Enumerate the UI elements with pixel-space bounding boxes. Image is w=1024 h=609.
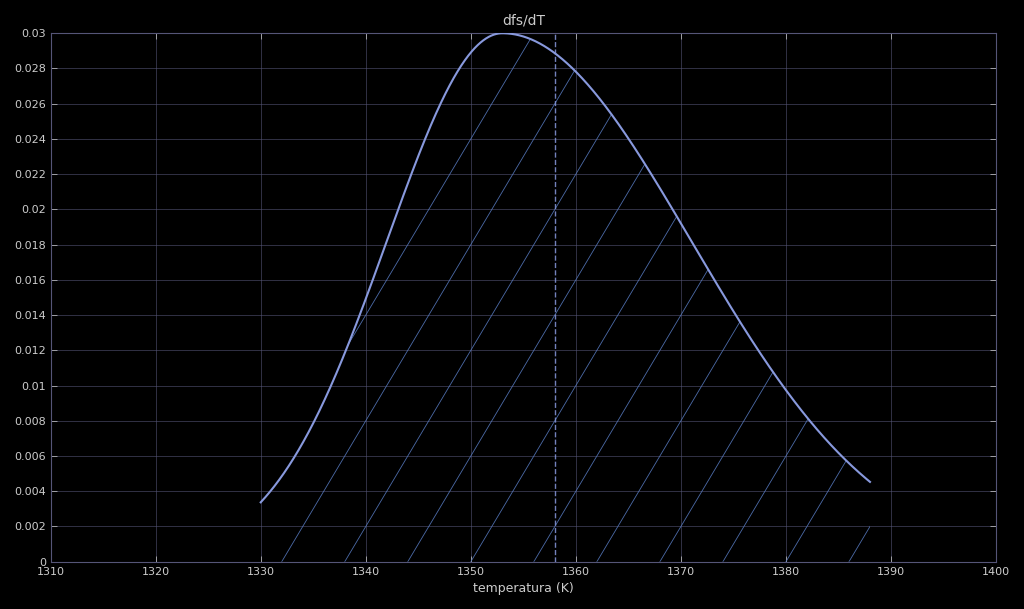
X-axis label: temperatura (K): temperatura (K) bbox=[473, 582, 573, 595]
Title: dfs/dT: dfs/dT bbox=[502, 14, 545, 28]
